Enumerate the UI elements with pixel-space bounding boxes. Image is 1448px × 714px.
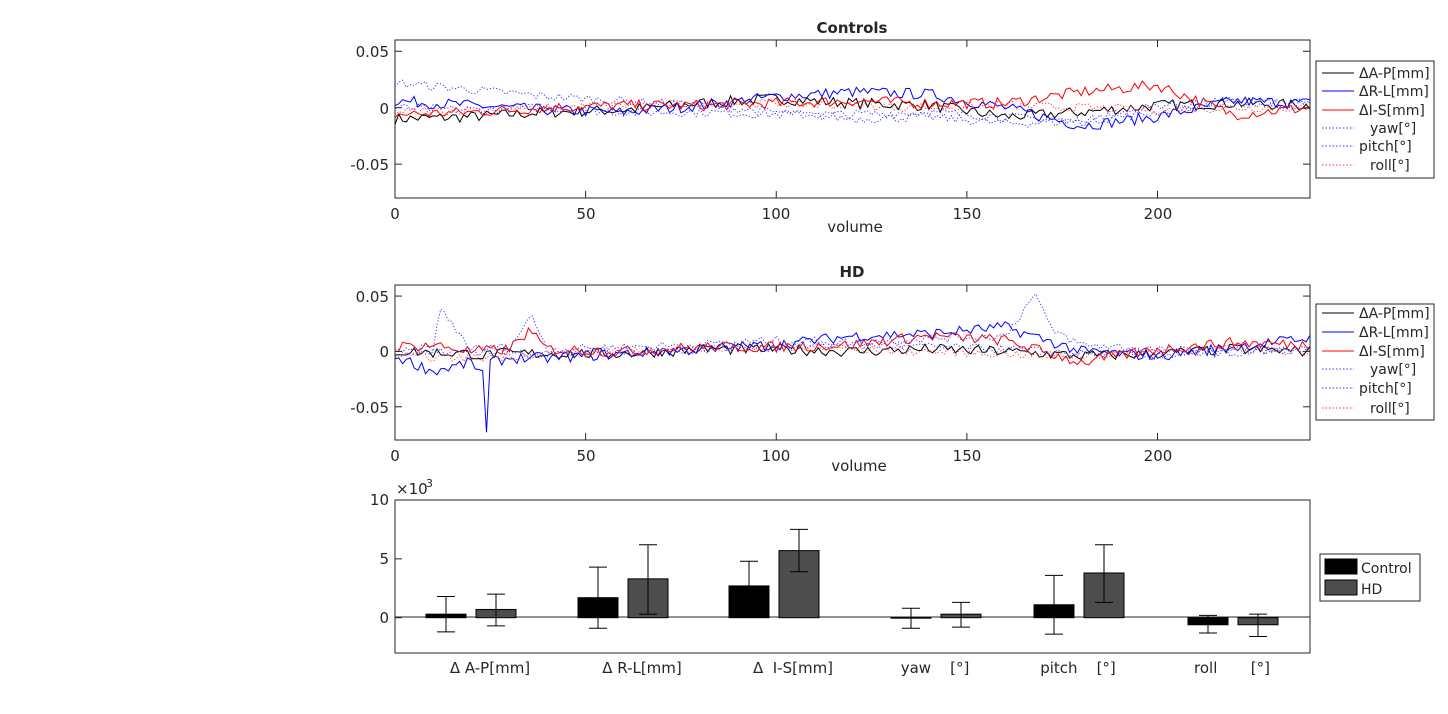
summary-bar-panel: ×10 -3 10 5 0 Δ A-P[mm] Δ R-L[mm] Δ I-S[… — [370, 477, 1421, 677]
legend-label-rl: ΔR-L[mm] — [1359, 84, 1429, 100]
controls-series-roll — [394, 98, 1311, 117]
controls-xtick-label: 150 — [953, 205, 982, 223]
controls-ytick-label: 0.05 — [356, 43, 389, 61]
bar-category-label: Δ R-L[mm] — [602, 659, 682, 677]
bar-category-label: Δ I-S[mm] — [753, 659, 833, 677]
controls-series-i-s-mm — [394, 79, 1311, 121]
legend-swatch-control — [1324, 558, 1358, 575]
bar-exponent: ×10 -3 — [396, 477, 433, 498]
hd-x-axis-label: volume — [831, 457, 887, 475]
bar-category-labels: Δ A-P[mm] Δ R-L[mm] Δ I-S[mm] yaw [°] pi… — [450, 659, 1270, 677]
hd-series-r-l-mm — [394, 321, 1311, 433]
bar-ytick-label: 10 — [370, 491, 389, 509]
bar-exponent-base: ×10 — [396, 480, 428, 498]
hd-y-ticks: 0.05 0 -0.05 — [350, 288, 389, 417]
bar-category-label: Δ A-P[mm] — [450, 659, 530, 677]
hd-xtick-label: 100 — [762, 447, 791, 465]
controls-y-ticks: 0.05 0 -0.05 — [350, 43, 389, 174]
hd-xtick-label: 50 — [576, 447, 595, 465]
legend-label-ap: ΔA-P[mm] — [1359, 306, 1430, 322]
bar-exponent-power: -3 — [422, 477, 433, 490]
controls-xtick-label: 50 — [576, 205, 595, 223]
legend-label-yaw: yaw[°] — [1370, 362, 1416, 378]
bar-plot-area — [394, 499, 1311, 654]
legend-label-control: Control — [1361, 561, 1412, 577]
hd-title: HD — [839, 263, 864, 281]
legend-label-pitch: pitch[°] — [1359, 381, 1412, 397]
controls-panel: Controls 0.05 0 -0.05 0 50 100 150 200 v… — [350, 19, 1435, 236]
hd-xtick-label: 0 — [390, 447, 400, 465]
controls-series-a-p-mm — [394, 93, 1311, 125]
controls-legend-box — [1315, 60, 1435, 179]
bar-ytick-label: 5 — [379, 550, 389, 568]
controls-series-pitch — [394, 79, 1311, 128]
controls-xtick-label: 0 — [390, 205, 400, 223]
controls-legend: ΔA-P[mm] ΔR-L[mm] ΔI-S[mm] yaw[°] pitch[… — [1315, 60, 1435, 179]
bar-y-ticks: 10 5 0 — [370, 491, 389, 627]
legend-swatch-hd — [1324, 579, 1358, 596]
hd-legend-box — [1315, 303, 1435, 421]
controls-series-yaw — [394, 98, 1311, 127]
hd-xtick-label: 150 — [953, 447, 982, 465]
legend-label-roll: roll[°] — [1370, 158, 1410, 174]
legend-label-yaw: yaw[°] — [1370, 121, 1416, 137]
bar-legend: Control HD — [1319, 553, 1421, 602]
controls-series-group — [394, 79, 1311, 130]
legend-label-roll: roll[°] — [1370, 401, 1410, 417]
hd-series-yaw — [394, 340, 1311, 361]
bar-category-label: yaw [°] — [901, 659, 970, 677]
hd-series-i-s-mm — [394, 327, 1311, 366]
hd-series-group — [394, 292, 1311, 433]
controls-xtick-label: 100 — [762, 205, 791, 223]
legend-label-pitch: pitch[°] — [1359, 139, 1412, 155]
controls-series-r-l-mm — [394, 86, 1311, 130]
hd-plot-area — [394, 284, 1311, 441]
legend-label-rl: ΔR-L[mm] — [1359, 325, 1429, 341]
controls-xtick-label: 200 — [1144, 205, 1173, 223]
controls-title: Controls — [817, 19, 888, 37]
legend-label-is: ΔI-S[mm] — [1359, 344, 1425, 360]
legend-label-is: ΔI-S[mm] — [1359, 103, 1425, 119]
controls-x-ticks: 0 50 100 150 200 — [390, 205, 1172, 223]
controls-ytick-label: -0.05 — [350, 156, 389, 174]
bar-category-label: pitch [°] — [1040, 659, 1116, 677]
hd-ytick-label: 0 — [379, 343, 389, 361]
controls-ytick-label: 0 — [379, 100, 389, 118]
bar-category-label: roll [°] — [1194, 659, 1270, 677]
bar-series-group — [425, 528, 1279, 638]
legend-label-ap: ΔA-P[mm] — [1359, 66, 1430, 82]
hd-legend: ΔA-P[mm] ΔR-L[mm] ΔI-S[mm] yaw[°] pitch[… — [1315, 303, 1435, 421]
hd-x-ticks: 0 50 100 150 200 — [390, 447, 1172, 465]
bar-ytick-label: 0 — [379, 609, 389, 627]
hd-series-roll — [394, 342, 1311, 363]
hd-series-pitch — [394, 292, 1311, 359]
hd-ytick-label: 0.05 — [356, 288, 389, 306]
controls-x-axis-label: volume — [827, 218, 883, 236]
hd-ytick-label: -0.05 — [350, 399, 389, 417]
legend-label-hd: HD — [1361, 582, 1382, 598]
hd-panel: HD 0.05 0 -0.05 0 50 100 150 200 volume … — [350, 263, 1435, 475]
hd-xtick-label: 200 — [1144, 447, 1173, 465]
